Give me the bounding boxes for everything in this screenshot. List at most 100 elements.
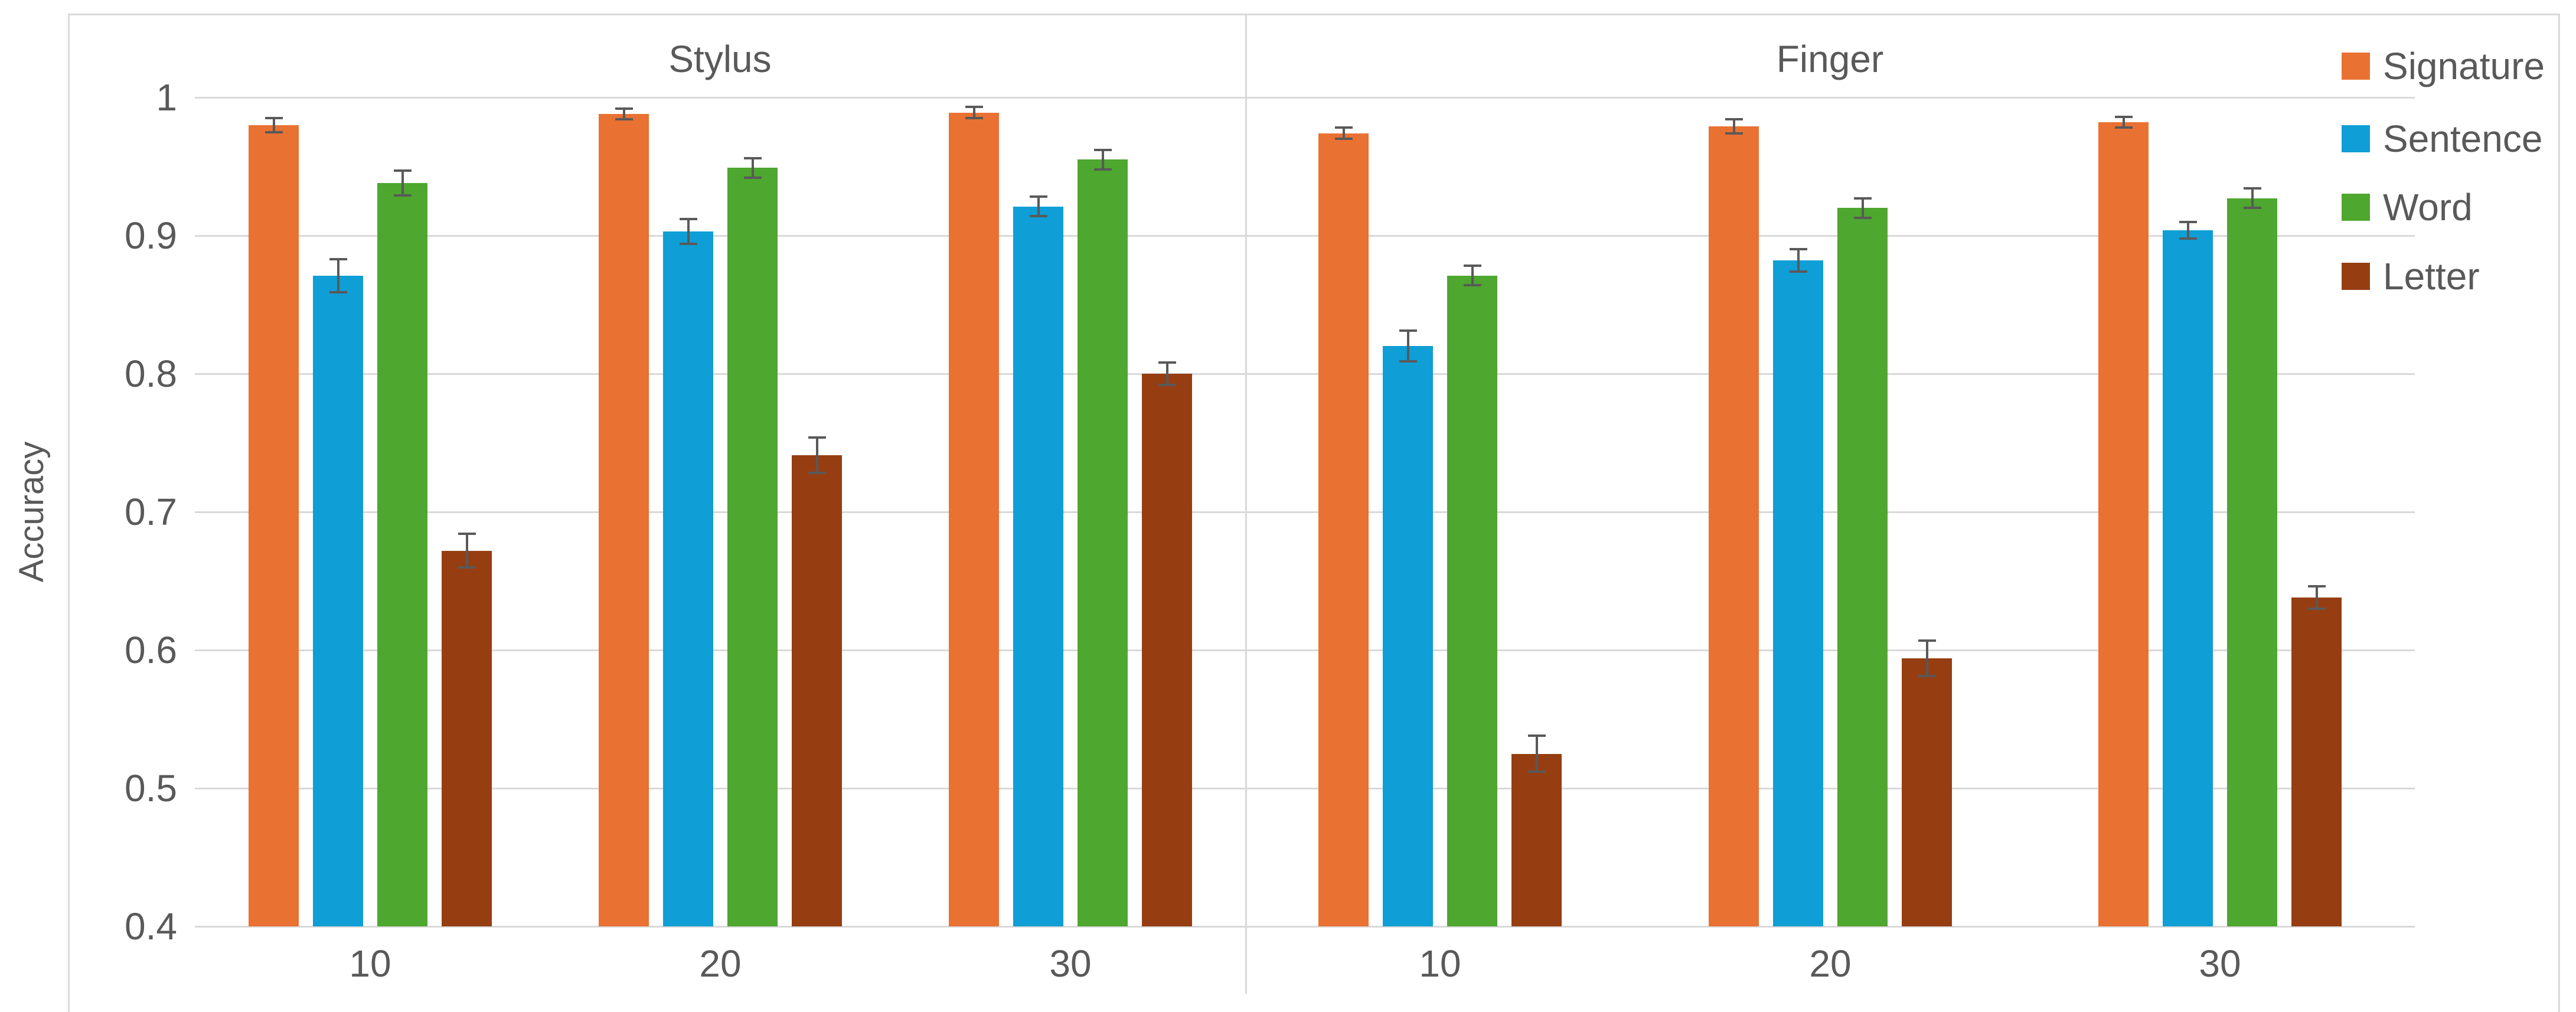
- error-bar-cap: [1464, 284, 1481, 286]
- error-bar-cap: [1464, 265, 1481, 267]
- chart-border-left: [68, 14, 70, 1012]
- error-bar-cap: [394, 169, 412, 172]
- legend-swatch-letter: [2342, 263, 2370, 290]
- error-bar-cap: [329, 291, 347, 293]
- bar-stylus-10-word: [377, 183, 427, 926]
- x-tick-label-stylus-10: 10: [349, 942, 391, 985]
- legend-item-word: Word: [2342, 184, 2473, 231]
- error-bar: [466, 534, 468, 567]
- error-bar-cap: [615, 118, 633, 120]
- panel-title-stylus: Stylus: [668, 38, 772, 80]
- error-bar: [752, 158, 754, 178]
- legend-item-letter: Letter: [2342, 253, 2480, 300]
- legend-label-letter: Letter: [2383, 255, 2480, 298]
- bar-finger-30-sentence: [2163, 230, 2213, 926]
- error-bar-cap: [1725, 132, 1743, 135]
- error-bar-cap: [680, 243, 697, 245]
- bar-stylus-30-signature: [949, 113, 999, 926]
- error-bar-cap: [680, 218, 697, 220]
- gridline-0.8: [195, 373, 2415, 375]
- error-bar-cap: [394, 194, 412, 197]
- bar-stylus-20-word: [727, 168, 778, 926]
- error-bar-cap: [1399, 360, 1417, 363]
- y-tick-label: 0.5: [125, 767, 177, 809]
- error-bar-cap: [1335, 138, 1353, 140]
- legend-item-signature: Signature: [2342, 43, 2545, 90]
- x-tick-label-finger-20: 20: [1809, 942, 1852, 985]
- error-bar-cap: [1030, 195, 1047, 198]
- error-bar-cap: [1399, 329, 1417, 332]
- error-bar-cap: [1030, 215, 1047, 217]
- error-bar-cap: [965, 106, 983, 108]
- error-bar-cap: [2244, 187, 2261, 190]
- error-bar-cap: [2308, 585, 2326, 587]
- error-bar-cap: [329, 258, 347, 260]
- error-bar-cap: [458, 533, 476, 535]
- error-bar-cap: [2179, 237, 2197, 240]
- error-bar: [1797, 249, 1800, 272]
- bar-stylus-10-sentence: [313, 276, 363, 926]
- bar-finger-30-signature: [2098, 122, 2149, 926]
- error-bar: [337, 259, 339, 292]
- gridline-0.6: [195, 649, 2415, 651]
- bar-stylus-30-letter: [1142, 374, 1192, 926]
- error-bar-cap: [744, 157, 762, 159]
- error-bar: [687, 219, 690, 244]
- error-bar-cap: [615, 107, 633, 110]
- error-bar-cap: [1725, 118, 1743, 120]
- legend-swatch-sentence: [2342, 125, 2370, 152]
- error-bar: [973, 107, 975, 118]
- bar-finger-30-letter: [2291, 598, 2342, 926]
- gridline-0.9: [195, 235, 2415, 237]
- y-tick-label: 0.9: [125, 214, 177, 257]
- error-bar: [1536, 736, 1538, 772]
- bar-stylus-30-word: [1078, 159, 1128, 926]
- bar-finger-20-sentence: [1773, 260, 1823, 926]
- error-bar: [1471, 266, 1474, 285]
- error-bar: [816, 438, 818, 473]
- error-bar: [1166, 363, 1168, 385]
- x-tick-label-stylus-20: 20: [699, 942, 742, 985]
- error-bar: [623, 109, 625, 119]
- error-bar-cap: [1335, 126, 1353, 129]
- bar-stylus-20-sentence: [663, 231, 713, 926]
- y-tick-label: 0.8: [125, 352, 177, 395]
- legend-label-signature: Signature: [2383, 45, 2545, 87]
- error-bar-cap: [1854, 217, 1872, 219]
- error-bar: [1733, 119, 1735, 133]
- error-bar-cap: [1528, 771, 1546, 773]
- error-bar-cap: [1790, 248, 1807, 250]
- panel-title-finger: Finger: [1776, 38, 1884, 80]
- legend-label-sentence: Sentence: [2383, 117, 2543, 160]
- error-bar-cap: [2244, 207, 2261, 209]
- error-bar-cap: [965, 117, 983, 119]
- error-bar: [2123, 117, 2125, 128]
- error-bar: [1102, 150, 1104, 169]
- bar-finger-30-word: [2227, 198, 2277, 926]
- error-bar-cap: [458, 566, 476, 569]
- error-bar: [2187, 222, 2189, 239]
- y-tick-label: 0.4: [125, 905, 177, 948]
- error-bar: [1862, 198, 1864, 218]
- error-bar-cap: [1158, 361, 1176, 364]
- legend-swatch-signature: [2342, 53, 2370, 80]
- bar-finger-10-word: [1447, 276, 1497, 926]
- bar-stylus-10-signature: [249, 125, 299, 926]
- error-bar-cap: [2179, 221, 2197, 223]
- error-bar: [2316, 586, 2318, 609]
- chart-border-top: [68, 14, 2558, 15]
- gridline-0.4: [195, 926, 2415, 928]
- bar-finger-10-signature: [1318, 133, 1369, 926]
- y-tick-label: 0.6: [125, 629, 177, 671]
- error-bar-cap: [1918, 639, 1936, 642]
- bar-finger-20-signature: [1709, 126, 1759, 926]
- y-tick-label: 0.7: [125, 491, 177, 533]
- gridline-1: [195, 97, 2415, 99]
- error-bar-cap: [808, 436, 826, 439]
- bar-finger-20-letter: [1902, 658, 1952, 926]
- error-bar-cap: [808, 472, 826, 474]
- bar-stylus-30-sentence: [1013, 207, 1063, 926]
- error-bar: [2251, 188, 2254, 208]
- error-bar-cap: [744, 177, 762, 179]
